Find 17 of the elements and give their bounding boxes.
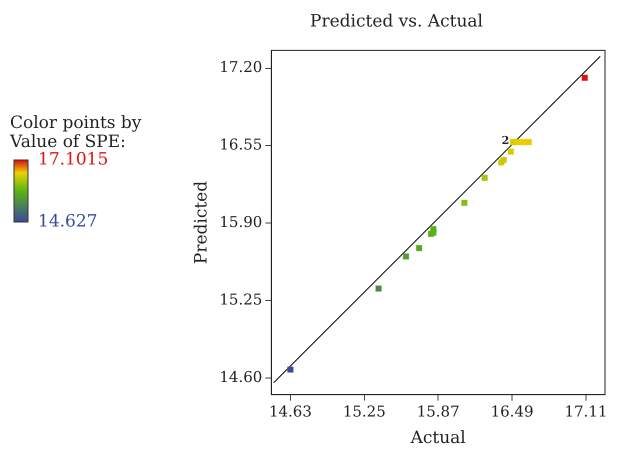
y-tick-label: 17.20 — [219, 58, 262, 76]
y-tick-label: 14.60 — [219, 368, 262, 386]
x-axis-title: Actual — [410, 428, 466, 448]
chart-title: Predicted vs. Actual — [310, 12, 483, 32]
y-tick-label: 16.55 — [219, 136, 262, 154]
y-tick-label: 15.25 — [219, 290, 262, 308]
x-tick-label: 17.11 — [564, 402, 608, 420]
y-axis-title: Predicted — [192, 180, 212, 264]
x-tick-label: 15.87 — [416, 402, 460, 420]
x-tick-label: 16.49 — [490, 402, 534, 420]
color-bar-title: Color points by Value of SPE: — [9, 113, 142, 152]
color-bar-label: 14.627 — [38, 211, 98, 232]
color-bar-label: 17.1015 — [38, 149, 108, 170]
x-tick-label: 15.25 — [342, 402, 386, 420]
y-tick-label: 15.90 — [219, 212, 262, 231]
annotation: 2 — [502, 134, 510, 147]
x-tick-label: 14.63 — [268, 402, 312, 420]
